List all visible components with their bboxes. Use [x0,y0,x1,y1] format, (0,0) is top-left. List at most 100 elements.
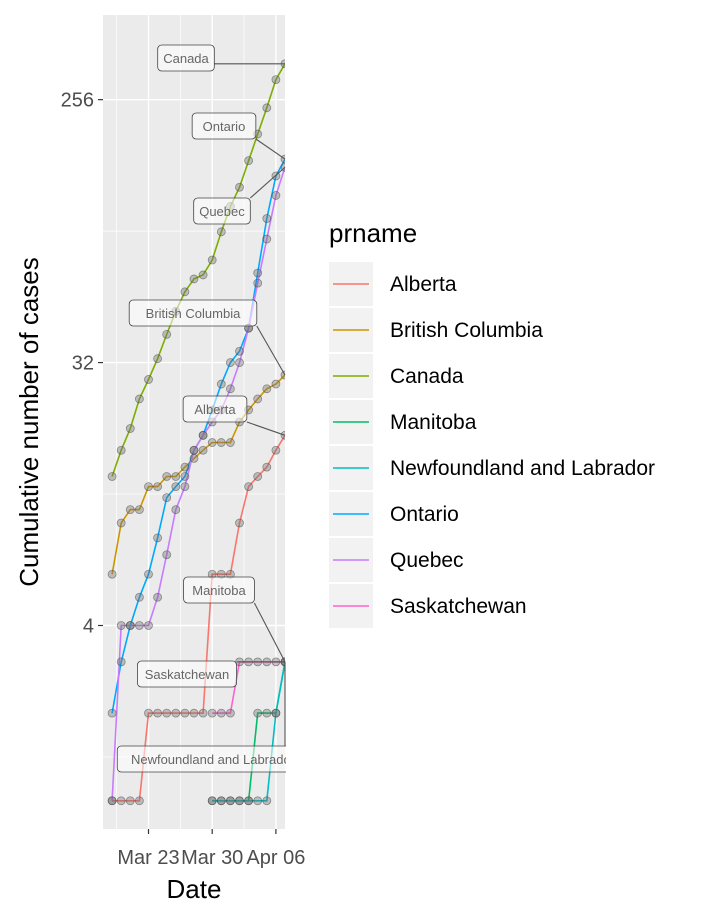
data-point-british-columbia [116,518,126,528]
callout-box [128,299,258,327]
legend-label-alberta: Alberta [390,273,457,296]
data-point-quebec [162,550,172,560]
data-point-canada [125,424,135,433]
data-point-ontario [107,708,117,718]
data-point-british-columbia [125,505,135,515]
callout-box [136,660,237,688]
legend-item-alberta: Alberta [329,262,457,306]
data-point-quebec [189,445,199,455]
series-line-newfoundland-and-labrador [212,661,285,802]
data-point-ontario [134,592,144,602]
data-point-alberta [144,708,153,718]
y-tick-label-4: 4 [83,616,94,638]
data-point-british-columbia [162,472,172,481]
data-point-canada [235,182,244,192]
data-point-newfoundland-and-labrador [262,796,272,806]
data-point-canada [162,329,172,339]
y-axis-title: Cumulative number of cases [14,257,44,586]
data-point-alberta [244,482,254,491]
callout-label-canada: Canada [163,51,209,66]
data-point-quebec [134,621,144,630]
callout-connector [249,166,286,199]
x-tick-label-apr-06: Apr 06 [246,847,305,869]
callout-alberta: Alberta [182,395,286,436]
data-point-saskatchewan [225,708,235,718]
series-line-canada [111,63,285,477]
data-point-quebec [171,505,181,515]
legend-item-saskatchewan: Saskatchewan [329,584,527,628]
data-point-ontario [235,346,244,356]
data-point-quebec [225,384,235,394]
data-point-ontario [216,379,226,389]
data-point-quebec [116,621,126,630]
data-point-saskatchewan [207,708,217,718]
data-point-quebec [144,621,153,630]
callout-quebec: Quebec [193,166,286,225]
data-point-canada [244,156,254,166]
data-point-british-columbia [171,472,181,481]
data-point-ontario [116,657,126,667]
data-point-alberta [262,462,272,472]
series-line-quebec [111,166,285,801]
legend-item-british-columbia: British Columbia [329,308,543,352]
data-point-manitoba [253,708,263,718]
data-point-ontario [262,214,272,223]
legend-label-saskatchewan: Saskatchewan [390,595,527,618]
legend-item-newfoundland-and-labrador: Newfoundland and Labrador [329,446,655,490]
data-point-saskatchewan [216,708,226,718]
data-point-ontario [153,533,163,543]
data-point-quebec [235,358,244,367]
data-point-british-columbia [253,394,263,404]
data-point-ontario [162,493,172,502]
data-point-canada [207,255,217,265]
series-line-alberta [112,434,285,802]
callout-canada: Canada [157,44,285,72]
callout-saskatchewan: Saskatchewan [136,660,285,688]
y-tick-labels: 4 32 256 [61,90,94,638]
data-point-newfoundland-and-labrador [216,796,226,806]
data-point-ontario [171,482,181,491]
data-point-alberta [180,708,190,718]
data-point-british-columbia [107,569,117,579]
series-callouts: Alberta British Columbia Canada Manitoba New… [116,44,296,773]
callout-label-saskatchewan: Saskatchewan [145,667,230,682]
data-point-newfoundland-and-labrador [253,796,263,806]
axis-ticks [98,99,277,834]
x-axis-title: Date [167,874,222,904]
data-point-newfoundland-and-labrador [207,796,217,806]
data-point-british-columbia [198,445,208,455]
legend-label-newfoundland-and-labrador: Newfoundland and Labrador [390,457,655,480]
data-point-canada [216,227,226,237]
legend-item-quebec: Quebec [329,538,464,582]
data-point-quebec [153,592,163,602]
data-point-british-columbia [189,453,199,463]
data-point-alberta [171,708,181,718]
data-point-quebec [253,278,263,288]
data-point-quebec [107,796,117,806]
data-point-canada [153,354,163,364]
data-point-newfoundland-and-labrador [271,708,281,718]
data-point-alberta [271,445,281,455]
callout-connector [246,421,286,436]
data-point-british-columbia [144,482,153,491]
data-point-canada [262,103,272,113]
x-tick-label-mar-23: Mar 23 [117,847,179,869]
data-point-canada [116,445,126,455]
data-point-quebec [262,234,272,244]
legend-label-manitoba: Manitoba [390,411,477,434]
callout-label-newfoundland-and-labrador: Newfoundland and Labrador [131,752,296,767]
data-point-canada [144,375,153,384]
legend-item-ontario: Ontario [329,492,459,536]
legend-label-quebec: Quebec [390,549,464,572]
data-point-newfoundland-and-labrador [225,796,235,806]
data-point-newfoundland-and-labrador [244,796,254,806]
data-point-alberta [162,708,172,718]
data-point-manitoba [262,708,272,718]
data-point-canada [189,274,199,284]
x-tick-labels: Mar 23 Mar 30 Apr 06 [117,847,305,869]
data-point-quebec [271,191,281,200]
data-point-british-columbia [225,438,235,447]
callout-label-british-columbia: British Columbia [146,306,241,321]
data-point-alberta [198,708,208,718]
